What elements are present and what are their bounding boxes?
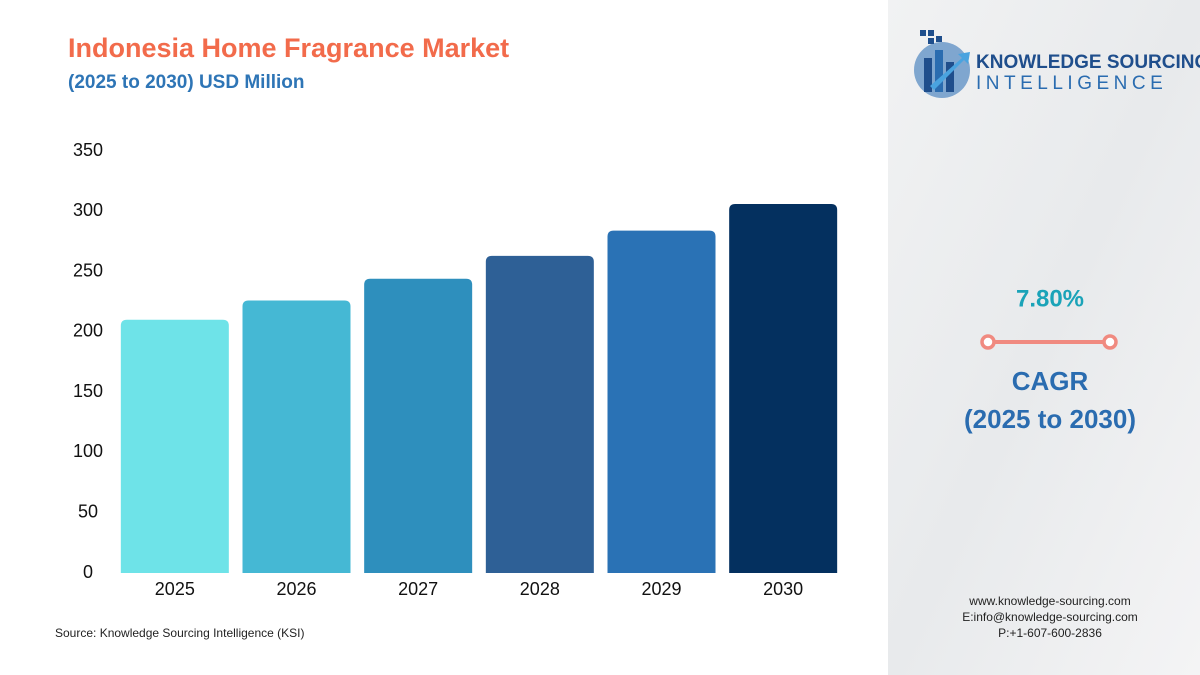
x-tick-label: 2029 <box>641 579 681 599</box>
y-tick-label: 350 <box>73 140 103 160</box>
cagr-divider-end <box>980 334 996 350</box>
bar <box>729 204 838 573</box>
cagr-label: CAGR <box>1012 366 1089 396</box>
x-tick-label: 2026 <box>276 579 316 599</box>
x-tick-label: 2028 <box>520 579 560 599</box>
y-tick-label: 200 <box>73 321 103 341</box>
bar <box>607 230 716 573</box>
y-tick-label: 300 <box>73 200 103 220</box>
chart-subtitle: (2025 to 2030) USD Million <box>68 72 305 93</box>
cagr-value: 7.80% <box>1016 285 1084 312</box>
source: Source: Knowledge Sourcing Intelligence … <box>55 626 304 640</box>
bar <box>242 300 351 573</box>
contact-web: www.knowledge-sourcing.com <box>968 594 1130 608</box>
x-tick-label: 2027 <box>398 579 438 599</box>
cagr-divider-end <box>1102 334 1118 350</box>
y-tick-label: 250 <box>73 260 103 280</box>
logo-icon <box>914 30 970 98</box>
y-tick-label: 150 <box>73 381 103 401</box>
logo-text: INTELLIGENCE <box>976 73 1167 94</box>
y-tick-label: 0 <box>83 562 93 582</box>
x-tick-label: 2025 <box>155 579 195 599</box>
contact-email: E:info@knowledge-sourcing.com <box>962 610 1138 624</box>
x-tick-label: 2030 <box>763 579 803 599</box>
y-tick-label: 50 <box>78 501 98 521</box>
bar <box>485 255 594 573</box>
y-tick-label: 100 <box>73 441 103 461</box>
bar <box>120 319 229 573</box>
contact-phone: P:+1-607-600-2836 <box>998 626 1102 640</box>
cagr-period: (2025 to 2030) <box>964 404 1136 434</box>
side-panel <box>888 0 1200 675</box>
chart-title: Indonesia Home Fragrance Market <box>68 33 509 63</box>
logo-text: KNOWLEDGE SOURCING <box>976 52 1200 73</box>
bar <box>364 278 473 573</box>
